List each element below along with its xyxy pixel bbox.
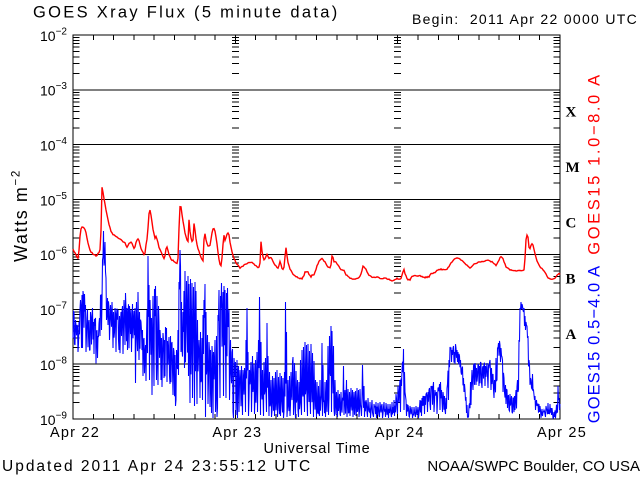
svg-text:Apr 24: Apr 24	[375, 425, 425, 441]
svg-text:X: X	[566, 105, 577, 121]
svg-text:GOES Xray Flux (5 minute data): GOES Xray Flux (5 minute data)	[33, 4, 340, 22]
svg-text:GOES15 1.0−8.0 A: GOES15 1.0−8.0 A	[586, 72, 604, 254]
svg-text:B: B	[566, 272, 576, 288]
svg-text:Apr 25: Apr 25	[537, 425, 587, 441]
svg-text:M: M	[566, 160, 580, 176]
svg-text:C: C	[566, 216, 577, 232]
svg-text:Apr 22: Apr 22	[50, 425, 100, 441]
svg-text:Watts m−2: Watts m−2	[11, 169, 32, 262]
svg-text:NOAA/SWPC Boulder, CO USA: NOAA/SWPC Boulder, CO USA	[427, 458, 640, 475]
svg-text:Begin: 2011 Apr 22 0000 UTC: Begin: 2011 Apr 22 0000 UTC	[412, 11, 638, 27]
svg-text:Apr 23: Apr 23	[212, 425, 262, 441]
svg-text:GOES15 0.5−4.0 A: GOES15 0.5−4.0 A	[586, 265, 604, 423]
svg-text:Universal Time: Universal Time	[263, 441, 370, 457]
svg-text:A: A	[566, 327, 577, 343]
svg-text:Updated 2011 Apr 24 23:55:12 U: Updated 2011 Apr 24 23:55:12 UTC	[2, 458, 312, 475]
